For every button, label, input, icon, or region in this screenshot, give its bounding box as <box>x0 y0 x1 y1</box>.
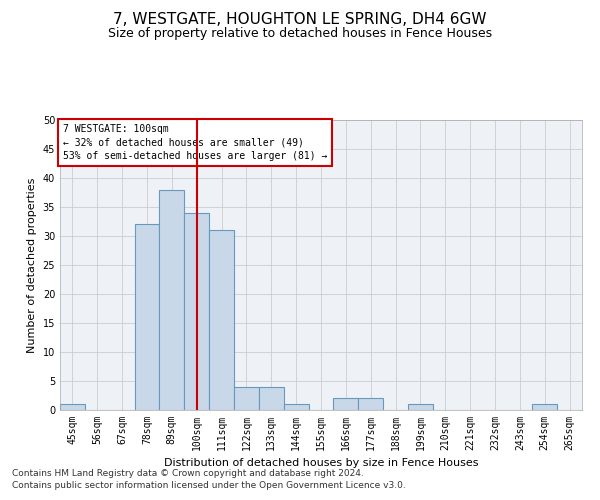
Text: 7, WESTGATE, HOUGHTON LE SPRING, DH4 6GW: 7, WESTGATE, HOUGHTON LE SPRING, DH4 6GW <box>113 12 487 28</box>
Bar <box>209 230 234 410</box>
Text: 7 WESTGATE: 100sqm
← 32% of detached houses are smaller (49)
53% of semi-detache: 7 WESTGATE: 100sqm ← 32% of detached hou… <box>62 124 327 161</box>
Bar <box>284 404 308 410</box>
Bar <box>259 387 284 410</box>
Text: Contains HM Land Registry data © Crown copyright and database right 2024.: Contains HM Land Registry data © Crown c… <box>12 468 364 477</box>
Y-axis label: Number of detached properties: Number of detached properties <box>27 178 37 352</box>
X-axis label: Distribution of detached houses by size in Fence Houses: Distribution of detached houses by size … <box>164 458 478 468</box>
Bar <box>160 190 184 410</box>
Text: Contains public sector information licensed under the Open Government Licence v3: Contains public sector information licen… <box>12 481 406 490</box>
Bar <box>60 404 85 410</box>
Bar <box>358 398 383 410</box>
Bar <box>334 398 358 410</box>
Bar <box>532 404 557 410</box>
Text: Size of property relative to detached houses in Fence Houses: Size of property relative to detached ho… <box>108 28 492 40</box>
Bar <box>134 224 160 410</box>
Bar <box>408 404 433 410</box>
Bar <box>184 213 209 410</box>
Bar <box>234 387 259 410</box>
